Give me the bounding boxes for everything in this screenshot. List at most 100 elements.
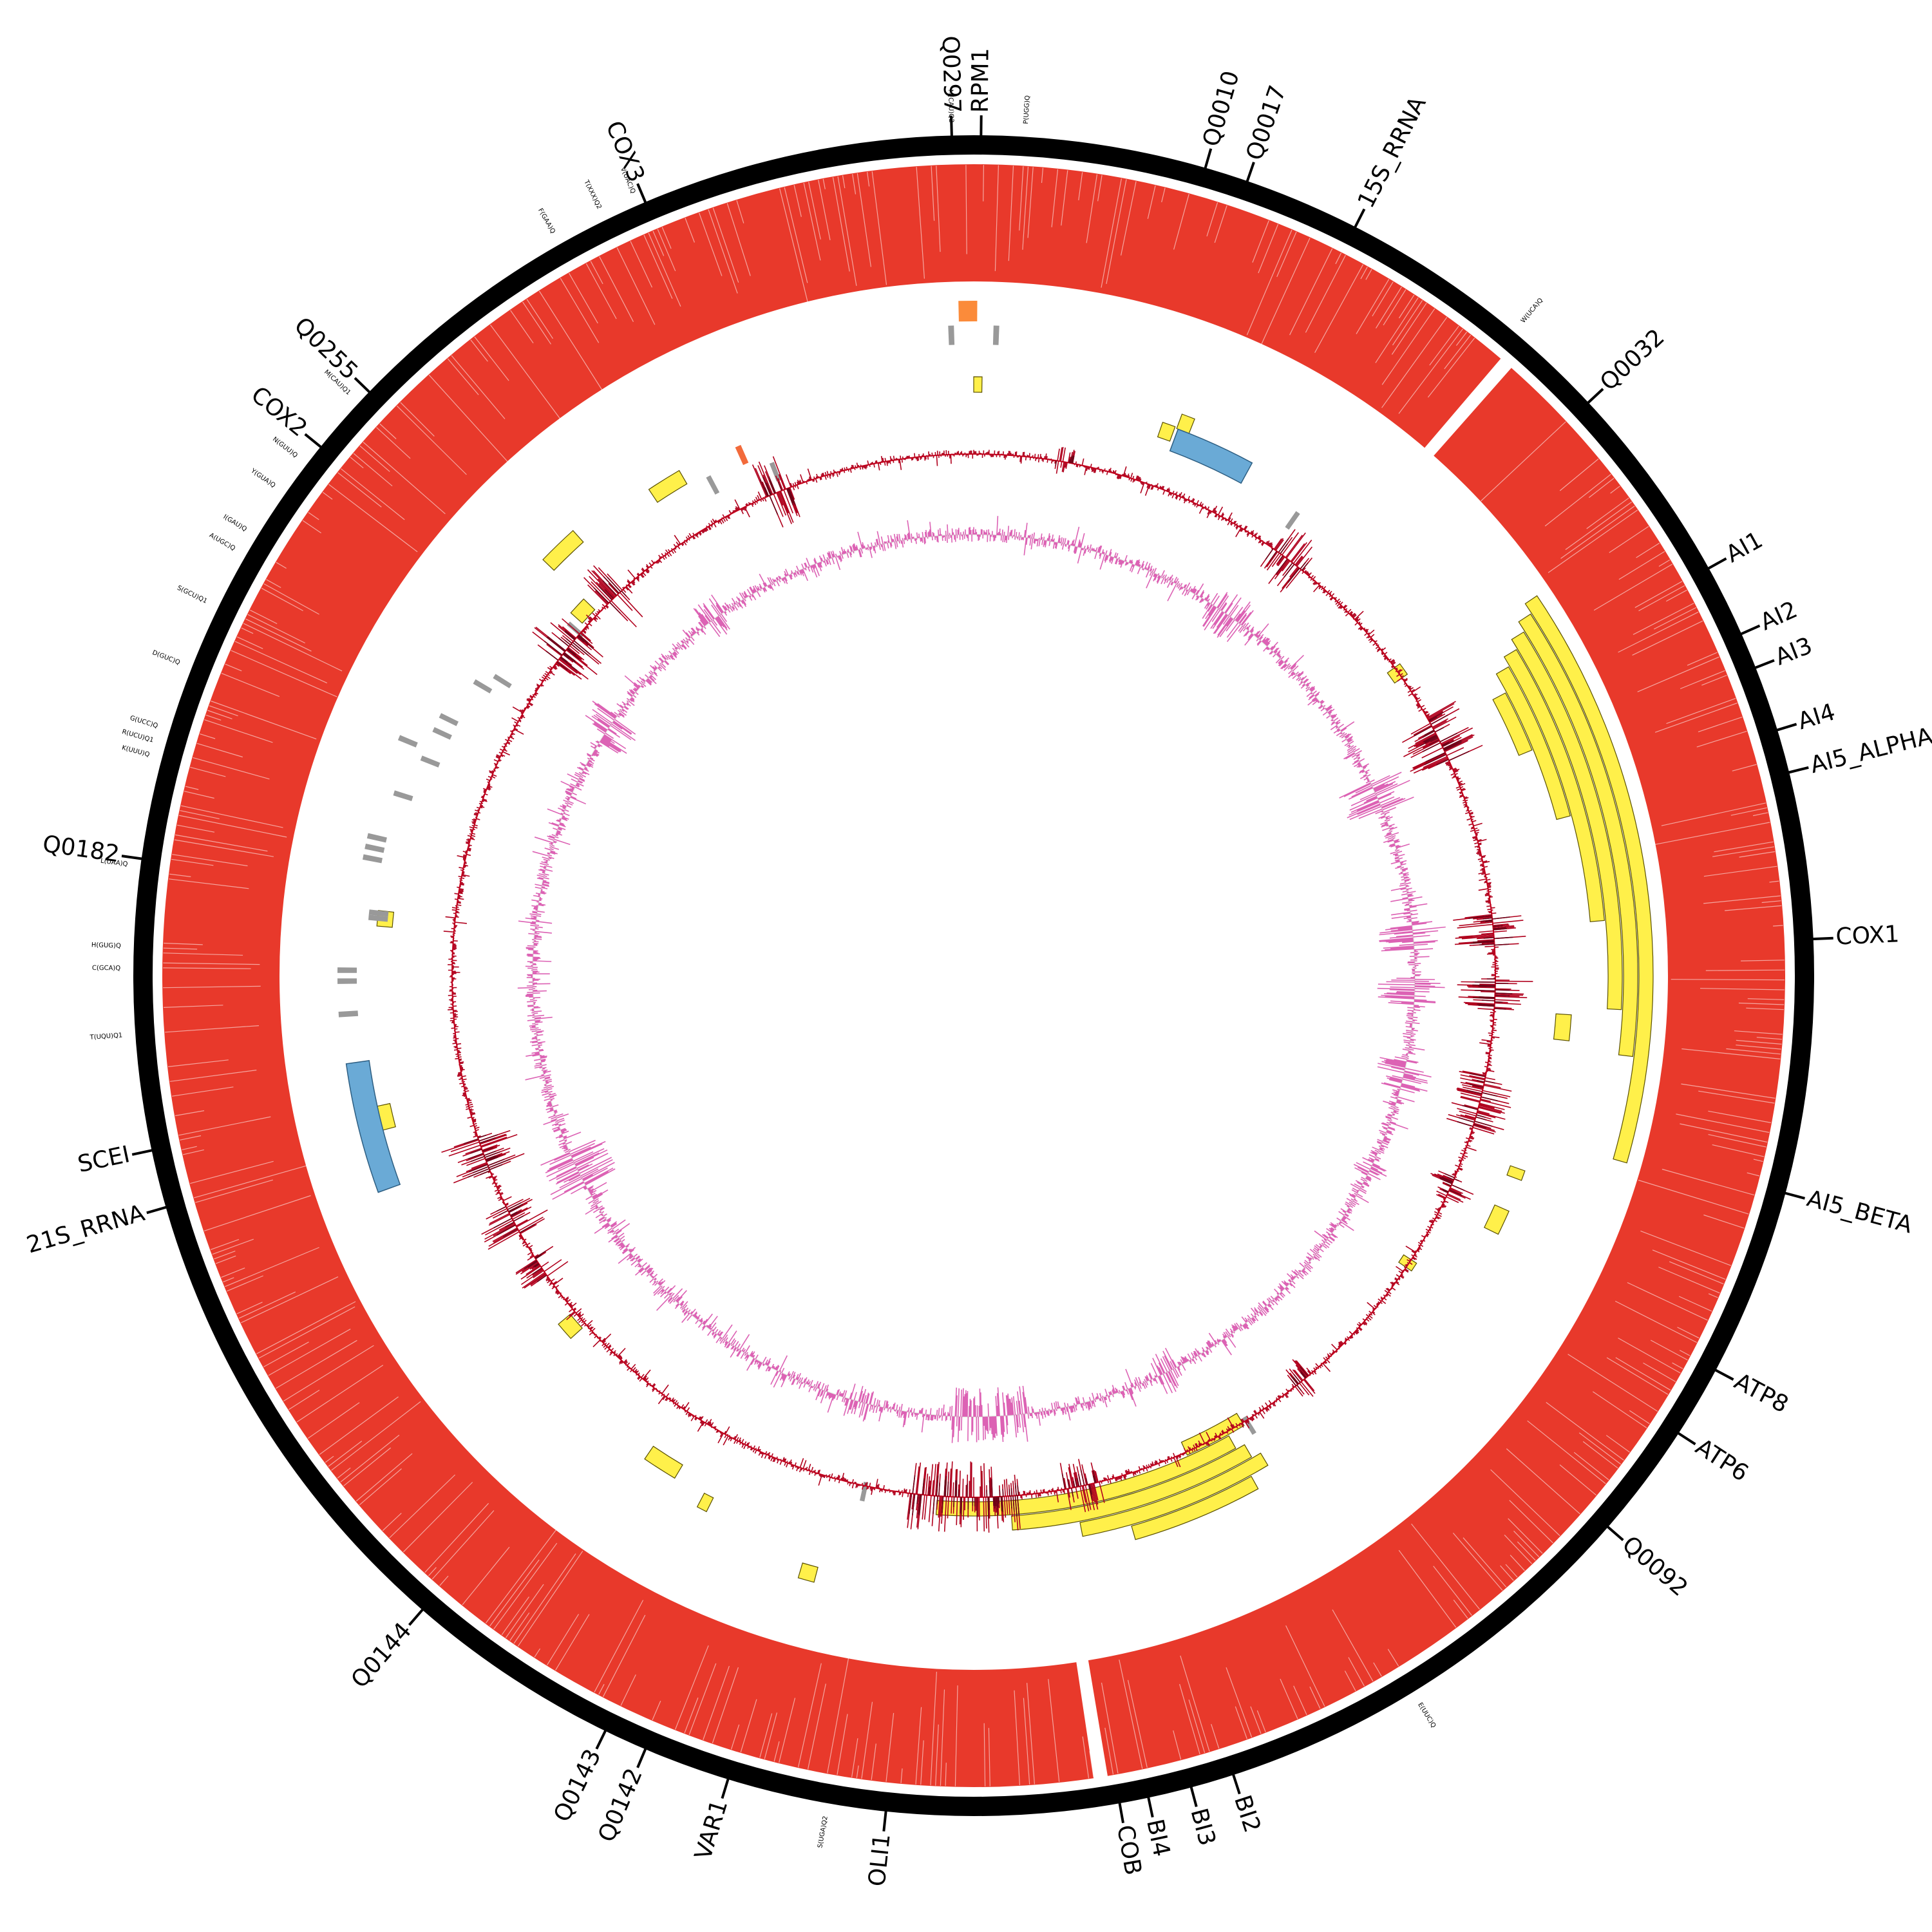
gene-label-q0143: Q0143: [549, 1745, 606, 1826]
gene-label-oli1: OLI1: [864, 1832, 895, 1888]
tick-ai5-alpha: [1785, 766, 1809, 775]
tick-q0142: [636, 1745, 648, 1768]
tick-cox1: [1810, 936, 1833, 941]
gene-label-q0297: Q0297: [937, 35, 965, 113]
gene-label-atp8: ATP8: [1730, 1368, 1792, 1419]
trna-label-a-ugc-q: A(UGC)Q: [208, 532, 236, 553]
trna-tick: [397, 735, 418, 748]
trna-label-w-uca-q: W(UCA)Q: [1520, 297, 1545, 325]
gene-label-ai1: AI1: [1721, 527, 1767, 568]
gc-skew-baseline: [451, 453, 1496, 1498]
gene-label-q0017: Q0017: [1241, 82, 1291, 164]
intron-block: [1495, 666, 1571, 820]
trna-tick: [393, 790, 413, 801]
trna-label-t-xxx-q2: T(XXX)Q2: [582, 178, 603, 210]
trna-label-g-ucc-q: G(UCC)Q: [129, 715, 158, 730]
trna-label-r-ucu-q1: R(UCU)Q1: [121, 728, 155, 744]
tick-q0092: [1604, 1524, 1624, 1542]
trna-label-y-gua-q: Y(GUA)Q: [249, 467, 277, 489]
tick-atp8: [1712, 1367, 1734, 1381]
at-skew-signal: [517, 516, 1446, 1443]
tick-q0032: [1585, 388, 1604, 406]
gc-skew-signal-dense: [463, 455, 1513, 1519]
tick-q0017: [1245, 162, 1255, 185]
orf-block: [1553, 1013, 1572, 1041]
tick-q0143: [595, 1727, 608, 1750]
coverage-dips: [163, 165, 1785, 1786]
trna-tick: [769, 462, 781, 482]
gene-label-scei: SCEI: [75, 1141, 132, 1178]
gene-label-q0092: Q0092: [1617, 1531, 1692, 1602]
gene-label-ai5-alpha: AI5_ALPHA: [1808, 723, 1932, 779]
trna-tick: [365, 844, 385, 853]
tick-q0255: [354, 377, 373, 395]
coverage-gap: [1423, 357, 1513, 457]
tick-q0297: [950, 115, 953, 139]
trna-tick: [368, 909, 389, 917]
intron-block: [1011, 1444, 1253, 1531]
gc-skew-track: [441, 446, 1533, 1533]
tick-bi2: [1231, 1771, 1241, 1795]
trna-tick: [337, 978, 357, 984]
gene-label-bi4: BI4: [1141, 1817, 1175, 1859]
tick-oli1: [882, 1808, 888, 1832]
orf-orange-block: [958, 300, 978, 322]
tick-ai2: [1738, 624, 1761, 637]
trna-tick: [439, 713, 459, 726]
tick-bi4: [1146, 1794, 1154, 1818]
tick-atp6: [1675, 1430, 1696, 1446]
orf-block: [1387, 663, 1408, 684]
tick-21s-rrna: [146, 1205, 169, 1215]
trna-tick: [366, 833, 387, 843]
tick-q0182: [121, 855, 145, 861]
trna-label-m-cau-q2: M(CAU)Q2: [947, 90, 954, 123]
coverage-ring: [162, 164, 1785, 1787]
trna-tick: [420, 755, 440, 768]
tick-ai5-beta: [1782, 1191, 1806, 1200]
orf-block: [797, 1562, 819, 1583]
trna-tick: [493, 674, 512, 688]
intron-block: [1524, 595, 1654, 1164]
gene-label-bi2: BI2: [1229, 1792, 1265, 1836]
intron-block: [1492, 692, 1533, 756]
orf-block: [1157, 421, 1176, 442]
gc-skew-signal: [441, 446, 1533, 1533]
gene-label-ai3: AI3: [1772, 632, 1816, 670]
gene-label-ai2: AI2: [1756, 596, 1801, 636]
gene-label-bi3: BI3: [1185, 1806, 1220, 1849]
trna-label-p-ugg-q: P(UGG)Q: [1023, 95, 1032, 124]
tick-var1: [721, 1776, 730, 1799]
orf-block: [1483, 1204, 1510, 1235]
tick-scei: [131, 1148, 155, 1156]
gene-label-cox1: COX1: [1835, 921, 1900, 950]
gene-label-15s-rrna: 15S_RRNA: [1353, 92, 1432, 213]
orf-block: [644, 1445, 683, 1479]
trna-tick: [948, 325, 955, 345]
tick-ai4: [1774, 723, 1797, 732]
trna-tick: [473, 679, 493, 694]
trna-label-h-gug-q: H(GUG)Q: [91, 942, 121, 950]
trna-tick: [992, 325, 999, 345]
rrna-block: [345, 1060, 401, 1193]
gene-label-21s-rrna: 21S_RRNA: [24, 1200, 148, 1258]
gene-ticks: [121, 115, 1833, 1832]
tick-ai3: [1752, 659, 1775, 670]
orf-block: [570, 598, 596, 624]
at-skew-track: [517, 516, 1446, 1443]
gene-label-cox2: COX2: [246, 381, 312, 442]
gene-label-atp6: ATP6: [1690, 1434, 1753, 1487]
trna-tick: [363, 854, 383, 864]
trna-tick-highlight: [735, 444, 749, 466]
trna-label-f-gaa-q: F(GAA)Q: [536, 207, 556, 235]
trna-tick: [368, 914, 388, 922]
coverage-gap: [1075, 1658, 1108, 1780]
tick-cox2: [304, 433, 324, 450]
orf-block: [542, 530, 584, 571]
trna-tick: [432, 727, 452, 740]
gene-label-q0032: Q0032: [1595, 324, 1670, 396]
trna-tick: [1285, 511, 1300, 530]
orf-block: [558, 1313, 583, 1340]
orf-block: [1506, 1165, 1526, 1181]
orf-block: [973, 376, 983, 393]
